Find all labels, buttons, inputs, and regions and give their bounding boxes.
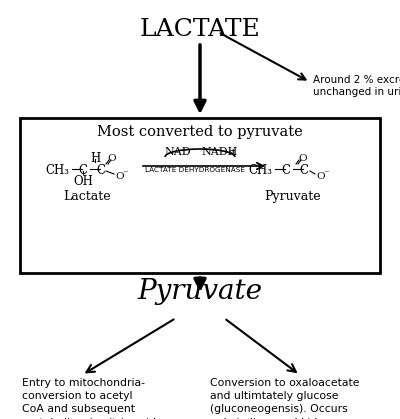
Text: O: O (316, 172, 325, 181)
Text: C: C (96, 164, 106, 177)
Text: Pyruvate: Pyruvate (265, 190, 321, 203)
Text: NADH: NADH (202, 147, 238, 157)
Text: CH₃: CH₃ (45, 164, 69, 177)
Text: O: O (108, 154, 116, 163)
Text: LACTATE DEHYDROGENASE: LACTATE DEHYDROGENASE (145, 167, 245, 173)
Text: CH₃: CH₃ (248, 164, 272, 177)
Text: Most converted to pyruvate: Most converted to pyruvate (97, 125, 303, 139)
Text: ⁻: ⁻ (122, 169, 128, 178)
Text: Entry to mitochondria-
conversion to acetyl
CoA and subsequent
metabolism in cit: Entry to mitochondria- conversion to ace… (22, 378, 156, 419)
Text: Around 2 % excreted
unchanged in urine: Around 2 % excreted unchanged in urine (313, 75, 400, 97)
Text: O: O (115, 172, 124, 181)
Text: Pyruvate: Pyruvate (138, 278, 262, 305)
Text: ⁻: ⁻ (323, 169, 328, 178)
Text: O: O (299, 154, 307, 163)
Text: OH: OH (73, 175, 93, 188)
Text: Conversion to oxaloacetate
and ultimtately glucose
(gluconeogensis). Occurs
only: Conversion to oxaloacetate and ultimtate… (210, 378, 360, 419)
Text: LACTATE: LACTATE (140, 18, 260, 41)
Text: C: C (78, 164, 88, 177)
Text: C: C (300, 164, 308, 177)
Bar (20, 118, 380, 273)
Text: H: H (90, 152, 100, 165)
Text: Lactate: Lactate (63, 190, 111, 203)
Text: C: C (282, 164, 290, 177)
Text: NAD: NAD (165, 147, 191, 157)
